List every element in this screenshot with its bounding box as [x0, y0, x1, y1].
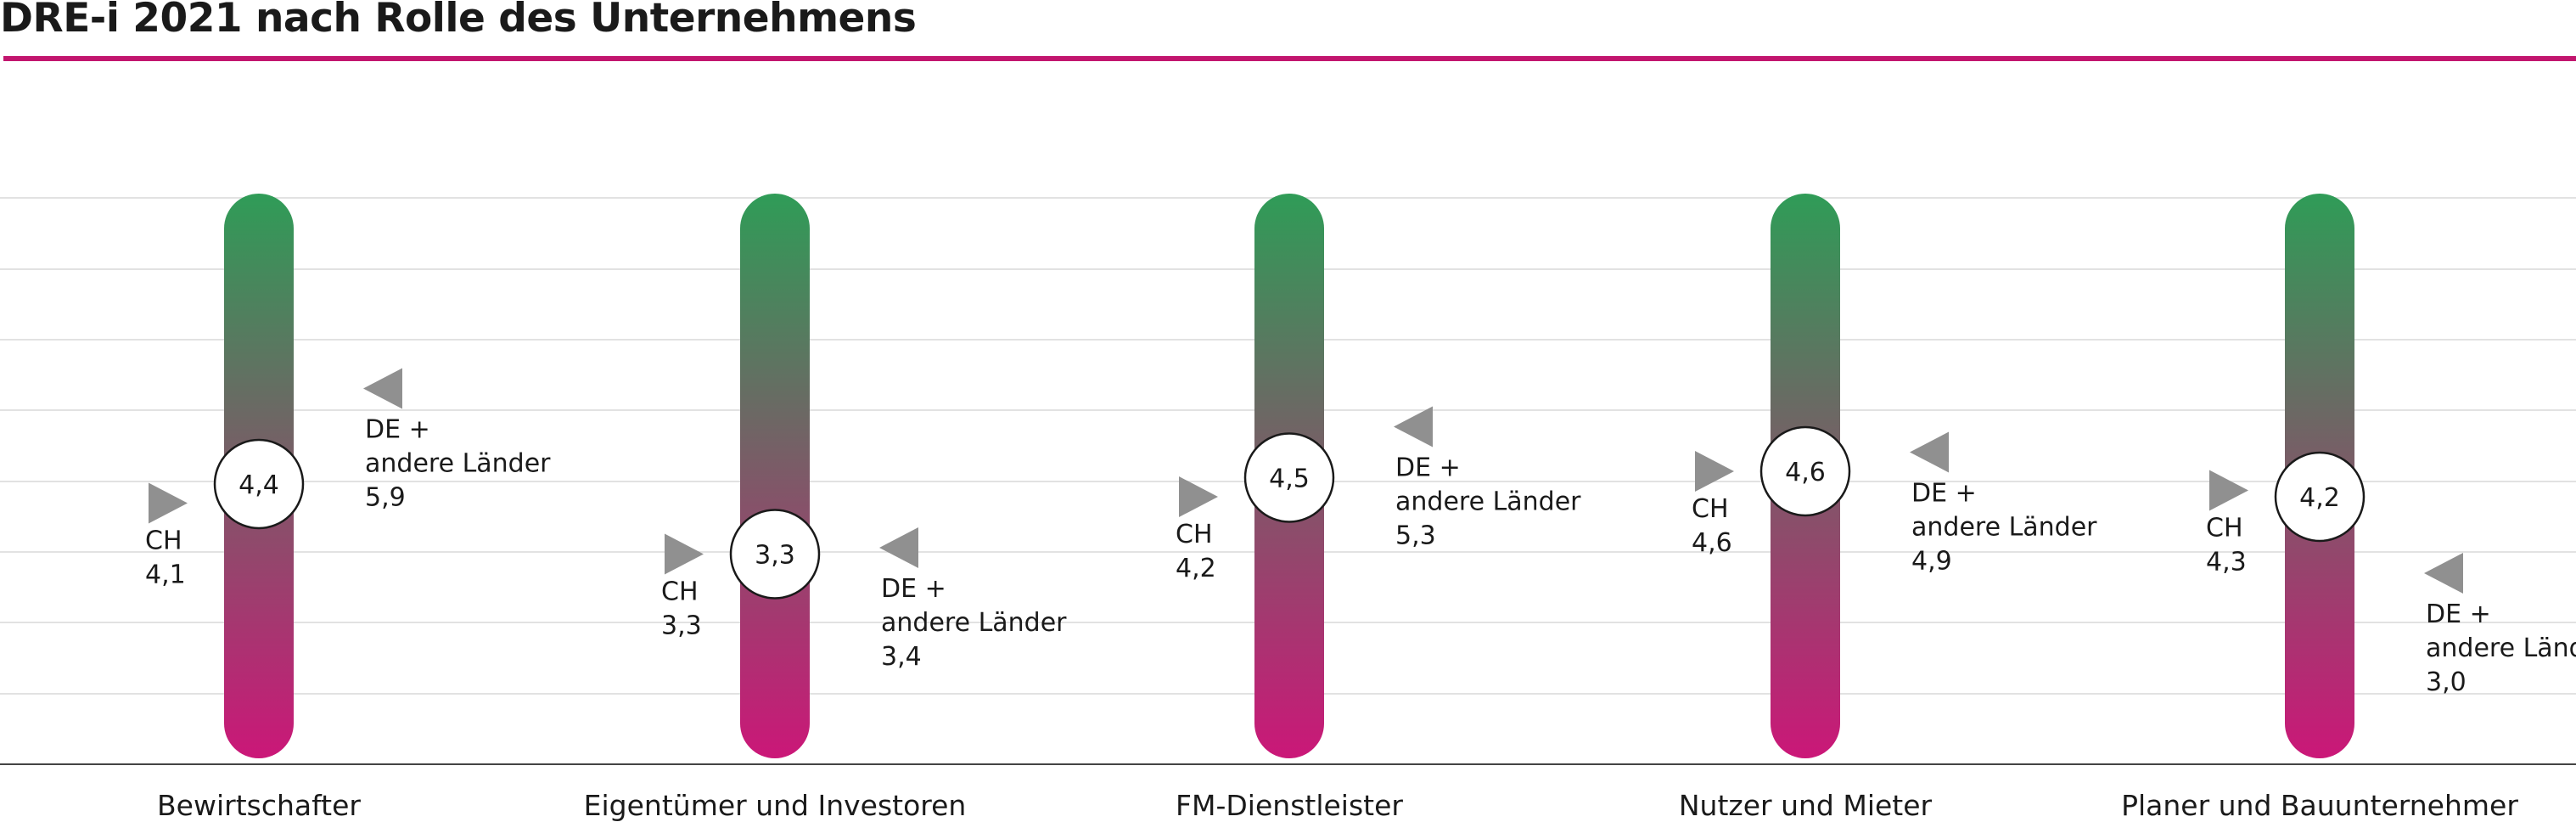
value-circle [1243, 432, 1335, 523]
category-group: Nutzer und Mieter 4,6 CH 4,6 DE + andere Länd… [1679, 194, 2097, 822]
ch-label: CH [2206, 514, 2243, 543]
de-label-line2: andere Länder [2426, 633, 2576, 663]
value-label: 4,2 [2299, 483, 2340, 513]
ch-marker [1179, 476, 1218, 517]
de-value: 4,9 [1911, 547, 1952, 577]
value-circle [2274, 451, 2366, 543]
category-group: FM-Dienstleister 4,5 CH 4,2 DE + andere Lände… [1176, 194, 1581, 822]
ch-value: 4,2 [1176, 554, 1216, 583]
de-value: 5,9 [365, 483, 406, 513]
ch-value: 3,3 [661, 611, 702, 641]
de-marker [1910, 431, 1949, 473]
de-marker [879, 527, 918, 568]
ch-label: CH [145, 526, 182, 556]
ch-marker [149, 482, 188, 524]
de-label-line1: DE + [1395, 453, 1461, 483]
de-value: 5,3 [1395, 521, 1436, 551]
category-label: Bewirtschafter [157, 789, 361, 822]
ch-value: 4,1 [145, 560, 186, 590]
category-group: Planer und Bauunternehmer 4,2 CH 4,3 DE + and… [2121, 194, 2576, 822]
category-group: Eigentümer und Investoren 3,3 CH 3,3 DE + and… [584, 194, 1067, 822]
ch-marker [665, 533, 704, 575]
category-label: Nutzer und Mieter [1679, 789, 1933, 822]
category-label: FM-Dienstleister [1176, 789, 1403, 822]
category-label: Planer und Bauunternehmer [2121, 789, 2518, 822]
value-circle [729, 509, 821, 600]
ch-value: 4,6 [1692, 528, 1732, 558]
value-label: 4,5 [1269, 464, 1310, 494]
ch-label: CH [1692, 494, 1729, 524]
title-underline [3, 56, 2576, 61]
ch-label: CH [1176, 520, 1213, 549]
category-label: Eigentümer und Investoren [584, 789, 967, 822]
value-label: 4,6 [1785, 458, 1826, 487]
de-value: 3,0 [2426, 667, 2467, 697]
value-circle [213, 438, 305, 530]
ch-marker [2209, 470, 2248, 511]
ch-value: 4,3 [2206, 548, 2247, 577]
de-label-line1: DE + [1911, 479, 1977, 509]
de-label-line2: andere Länder [1911, 513, 2097, 543]
category-group: Bewirtschafter 4,4 CH 4,1 DE + andere Länder 5… [145, 194, 551, 822]
de-label-line1: DE + [365, 415, 430, 445]
de-value: 3,4 [881, 642, 922, 672]
value-circle [1759, 425, 1851, 517]
de-label-line2: andere Länder [365, 449, 551, 479]
chart-title: DRE-i 2021 nach Rolle des Unternehmens [0, 0, 917, 42]
value-label: 4,4 [239, 470, 279, 500]
value-label: 3,3 [755, 541, 795, 571]
de-label-line1: DE + [2426, 600, 2491, 629]
ch-marker [1695, 451, 1734, 492]
ch-label: CH [661, 577, 699, 607]
de-label-line2: andere Länder [881, 608, 1067, 638]
de-marker [1394, 406, 1433, 448]
de-marker [363, 368, 402, 409]
de-label-line1: DE + [881, 574, 946, 604]
de-marker [2424, 553, 2463, 594]
de-label-line2: andere Länder [1395, 487, 1581, 517]
gradient-bar [740, 194, 810, 758]
